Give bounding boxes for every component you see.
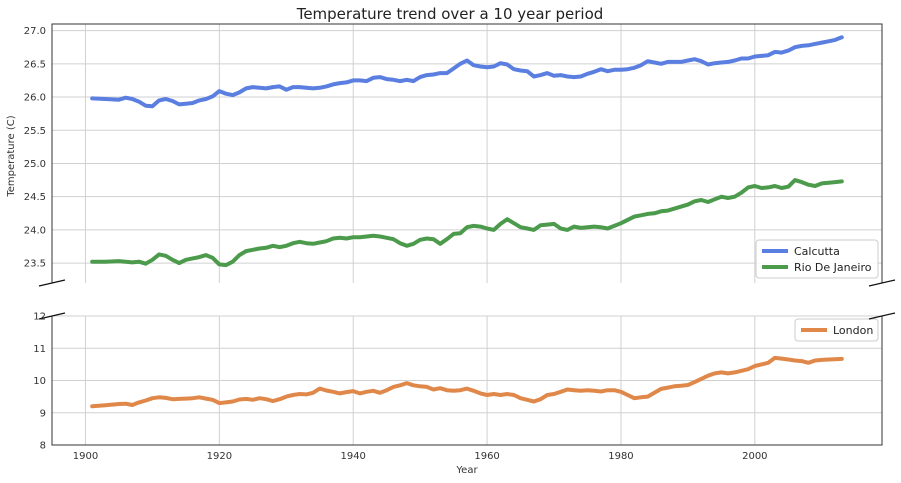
- series-line-calcutta: [90, 35, 844, 109]
- legend-box: [794, 318, 879, 342]
- y-tick-label: 8: [40, 441, 46, 452]
- x-tick-label: 1980: [608, 451, 633, 462]
- x-tick-label: 1900: [73, 451, 98, 462]
- series-line-london: [90, 355, 844, 409]
- axes-frame: [51, 316, 883, 446]
- series-line-rio-de-janeiro: [90, 178, 844, 268]
- x-tick-label: 1920: [207, 451, 232, 462]
- x-axis-label: Year: [455, 465, 478, 476]
- y-tick-label: 27.0: [24, 26, 46, 37]
- y-tick-label: 24.5: [24, 192, 46, 203]
- legend-label: Calcutta: [794, 245, 840, 258]
- y-tick-label: 25.5: [24, 126, 46, 137]
- y-tick-label: 26.5: [24, 59, 46, 70]
- legend-label: London: [833, 324, 873, 337]
- x-tick-label: 1940: [340, 451, 365, 462]
- y-tick-label: 12: [33, 312, 46, 323]
- panel-1: 23.5 24.0 24.5 25.0 25.5 26.0 26.5 27.0 Calcutta…: [24, 23, 883, 283]
- legend: London: [794, 318, 879, 342]
- y-tick-label: 25.0: [24, 159, 46, 170]
- chart-title: Temperature trend over a 10 year period: [296, 5, 604, 23]
- y-axis-label: Temperature (C): [6, 115, 17, 197]
- axis-break-mark: [38, 312, 66, 320]
- y-tick-label: 24.0: [24, 225, 46, 236]
- panel-2: 8 9 10 11 12 London: [33, 312, 883, 452]
- legend-label: Rio De Janeiro: [794, 261, 872, 274]
- axes-frame: [51, 23, 883, 283]
- axis-break-mark: [868, 312, 896, 320]
- x-tick-label: 1960: [474, 451, 499, 462]
- y-tick-label: 10: [33, 376, 46, 387]
- axis-break-mark: [868, 279, 896, 287]
- axis-break-mark: [38, 279, 66, 287]
- y-tick-label: 11: [33, 344, 46, 355]
- y-tick-label: 23.5: [24, 259, 46, 270]
- legend: Calcutta Rio De Janeiro: [755, 239, 879, 279]
- x-tick-label: 2000: [742, 451, 767, 462]
- y-tick-label: 9: [40, 408, 46, 419]
- y-tick-label: 26.0: [24, 93, 46, 104]
